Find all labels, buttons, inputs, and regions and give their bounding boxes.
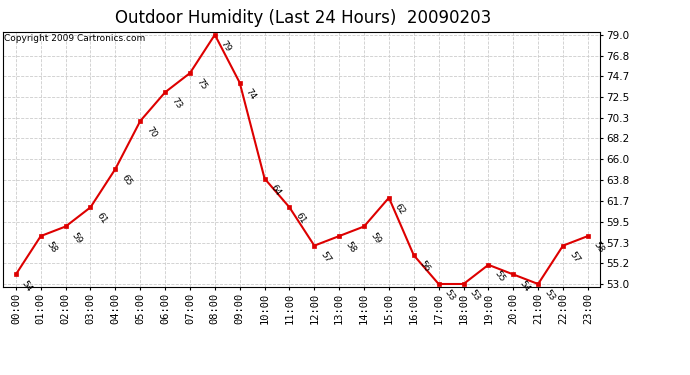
- Text: 62: 62: [393, 202, 407, 216]
- Text: 53: 53: [468, 288, 482, 303]
- Text: 58: 58: [45, 240, 59, 255]
- Text: 56: 56: [418, 260, 432, 274]
- Text: 53: 53: [542, 288, 556, 303]
- Text: 79: 79: [219, 39, 233, 54]
- Text: 59: 59: [70, 231, 83, 245]
- Text: 55: 55: [493, 269, 506, 284]
- Text: 57: 57: [567, 250, 581, 264]
- Text: 70: 70: [144, 125, 159, 140]
- Text: 61: 61: [294, 211, 308, 226]
- Text: 61: 61: [95, 211, 108, 226]
- Text: 58: 58: [592, 240, 606, 255]
- Text: Copyright 2009 Cartronics.com: Copyright 2009 Cartronics.com: [4, 34, 146, 44]
- Text: 65: 65: [119, 173, 133, 188]
- Text: Outdoor Humidity (Last 24 Hours)  20090203: Outdoor Humidity (Last 24 Hours) 2009020…: [115, 9, 492, 27]
- Text: 64: 64: [268, 183, 283, 197]
- Text: 54: 54: [20, 279, 34, 293]
- Text: 59: 59: [368, 231, 382, 245]
- Text: 57: 57: [319, 250, 333, 264]
- Text: 73: 73: [169, 96, 184, 111]
- Text: 58: 58: [344, 240, 357, 255]
- Text: 54: 54: [518, 279, 531, 293]
- Text: 75: 75: [194, 77, 208, 92]
- Text: 53: 53: [443, 288, 457, 303]
- Text: 74: 74: [244, 87, 258, 101]
